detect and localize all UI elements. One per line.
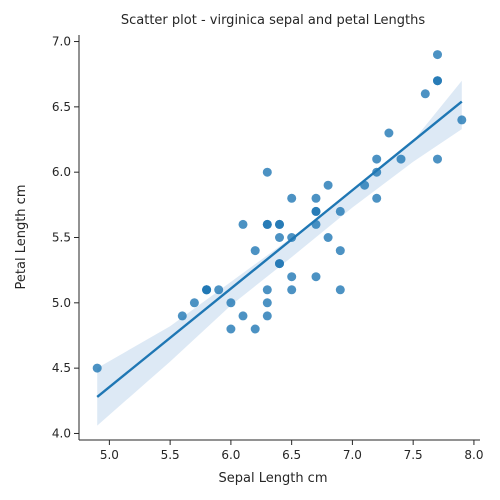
data-point bbox=[457, 115, 467, 125]
data-point bbox=[311, 193, 321, 203]
data-point bbox=[262, 219, 272, 229]
x-tick-label: 6.5 bbox=[282, 448, 301, 462]
data-point bbox=[262, 285, 272, 295]
data-point bbox=[250, 246, 260, 256]
data-point bbox=[92, 363, 102, 373]
y-tick-label: 6.0 bbox=[52, 165, 71, 179]
x-tick-label: 7.0 bbox=[343, 448, 362, 462]
data-point bbox=[226, 298, 236, 308]
data-point bbox=[287, 193, 297, 203]
data-point bbox=[189, 298, 199, 308]
x-ticks: 5.0 5.5 6.0 6.5 7.0 7.5 8.0 bbox=[100, 440, 483, 462]
confidence-band bbox=[97, 80, 462, 426]
chart-title: Scatter plot - virginica sepal and petal… bbox=[121, 13, 426, 28]
data-point bbox=[275, 219, 284, 229]
x-tick-label: 5.0 bbox=[100, 448, 119, 462]
data-point bbox=[433, 76, 442, 86]
data-point bbox=[396, 154, 406, 164]
data-point bbox=[372, 154, 382, 164]
data-point bbox=[262, 298, 272, 308]
data-point bbox=[250, 324, 260, 334]
data-point bbox=[335, 285, 345, 295]
data-point bbox=[335, 246, 345, 256]
y-tick-label: 6.5 bbox=[52, 100, 71, 114]
x-tick-label: 8.0 bbox=[464, 448, 483, 462]
data-point bbox=[287, 272, 297, 282]
data-point bbox=[372, 193, 382, 203]
confidence-band-layer bbox=[97, 80, 462, 426]
x-tick-label: 6.0 bbox=[221, 448, 240, 462]
data-point bbox=[226, 324, 236, 334]
data-point bbox=[275, 259, 284, 269]
data-point bbox=[420, 89, 430, 99]
data-point bbox=[384, 128, 394, 138]
x-axis-label: Sepal Length cm bbox=[219, 471, 328, 486]
data-point bbox=[323, 180, 333, 190]
data-point bbox=[311, 272, 321, 282]
data-point bbox=[433, 154, 442, 164]
data-point bbox=[214, 285, 224, 295]
data-point bbox=[238, 219, 248, 229]
regression-line-layer bbox=[96, 100, 463, 398]
data-point bbox=[275, 233, 284, 242]
y-tick-label: 4.5 bbox=[52, 361, 71, 375]
data-point bbox=[262, 167, 272, 177]
data-point bbox=[433, 50, 442, 60]
data-point bbox=[287, 285, 297, 295]
x-tick-label: 5.5 bbox=[161, 448, 180, 462]
y-tick-label: 5.5 bbox=[52, 231, 71, 245]
y-tick-label: 7.0 bbox=[52, 35, 71, 49]
y-tick-label: 5.0 bbox=[52, 296, 71, 310]
data-point bbox=[177, 311, 187, 321]
data-point bbox=[202, 285, 212, 295]
data-point bbox=[335, 206, 345, 216]
data-point bbox=[311, 206, 321, 216]
data-point bbox=[323, 233, 333, 242]
data-point bbox=[238, 311, 248, 321]
y-tick-label: 4.0 bbox=[52, 426, 71, 440]
y-ticks: 4.0 4.5 5.0 5.5 6.0 6.5 7.0 bbox=[52, 35, 79, 440]
data-point bbox=[262, 311, 272, 321]
x-tick-label: 7.5 bbox=[404, 448, 423, 462]
regression-line bbox=[96, 100, 463, 398]
points-layer bbox=[92, 50, 467, 373]
y-axis-label: Petal Length cm bbox=[14, 185, 29, 290]
